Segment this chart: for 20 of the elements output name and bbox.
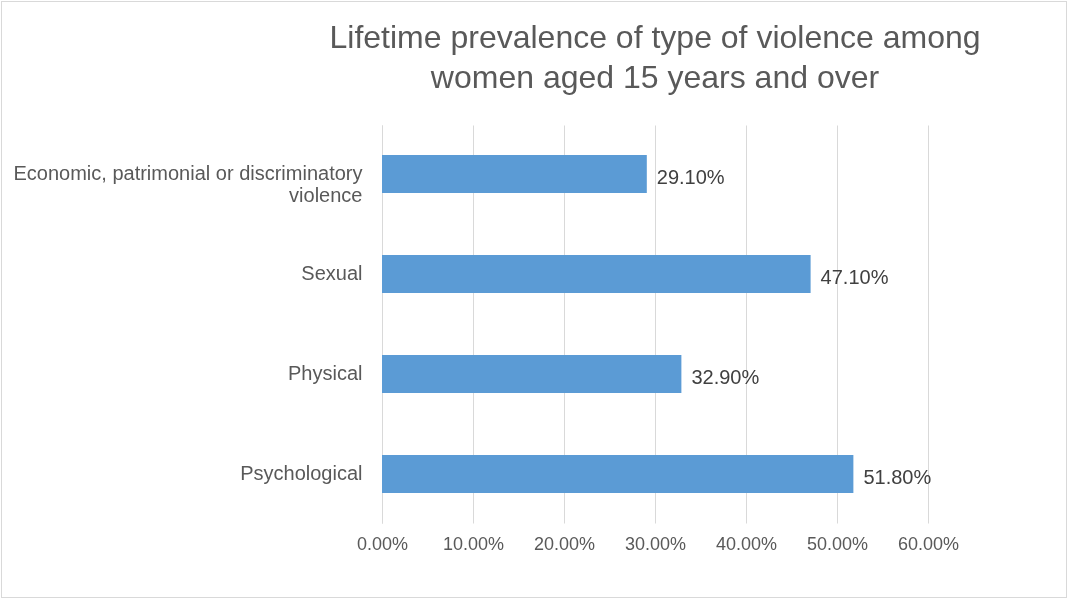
bar [382, 255, 811, 293]
x-tick-label: 40.00% [715, 533, 778, 554]
x-tick-label: 0.00% [356, 533, 409, 554]
bar [382, 455, 854, 493]
bar [382, 155, 647, 193]
y-tick-label: Economic, patrimonial or discriminatory violence [13, 162, 363, 206]
data-label: 47.10% [820, 266, 889, 288]
x-tick-label: 30.00% [624, 533, 687, 554]
y-tick-label: Physical [288, 362, 363, 384]
y-tick-label: Psychological [240, 462, 363, 484]
x-tick-label: 60.00% [897, 533, 960, 554]
bar [382, 355, 682, 393]
data-label: 32.90% [691, 366, 760, 388]
y-tick-label: Sexual [301, 262, 363, 284]
data-label: 29.10% [656, 166, 725, 188]
x-tick-label: 20.00% [533, 533, 596, 554]
chart-title: Lifetime prevalence of type of violence among women aged 15 years and over [329, 19, 981, 95]
data-label: 51.80% [863, 466, 932, 488]
x-tick-label: 50.00% [806, 533, 869, 554]
x-tick-label: 10.00% [442, 533, 505, 554]
